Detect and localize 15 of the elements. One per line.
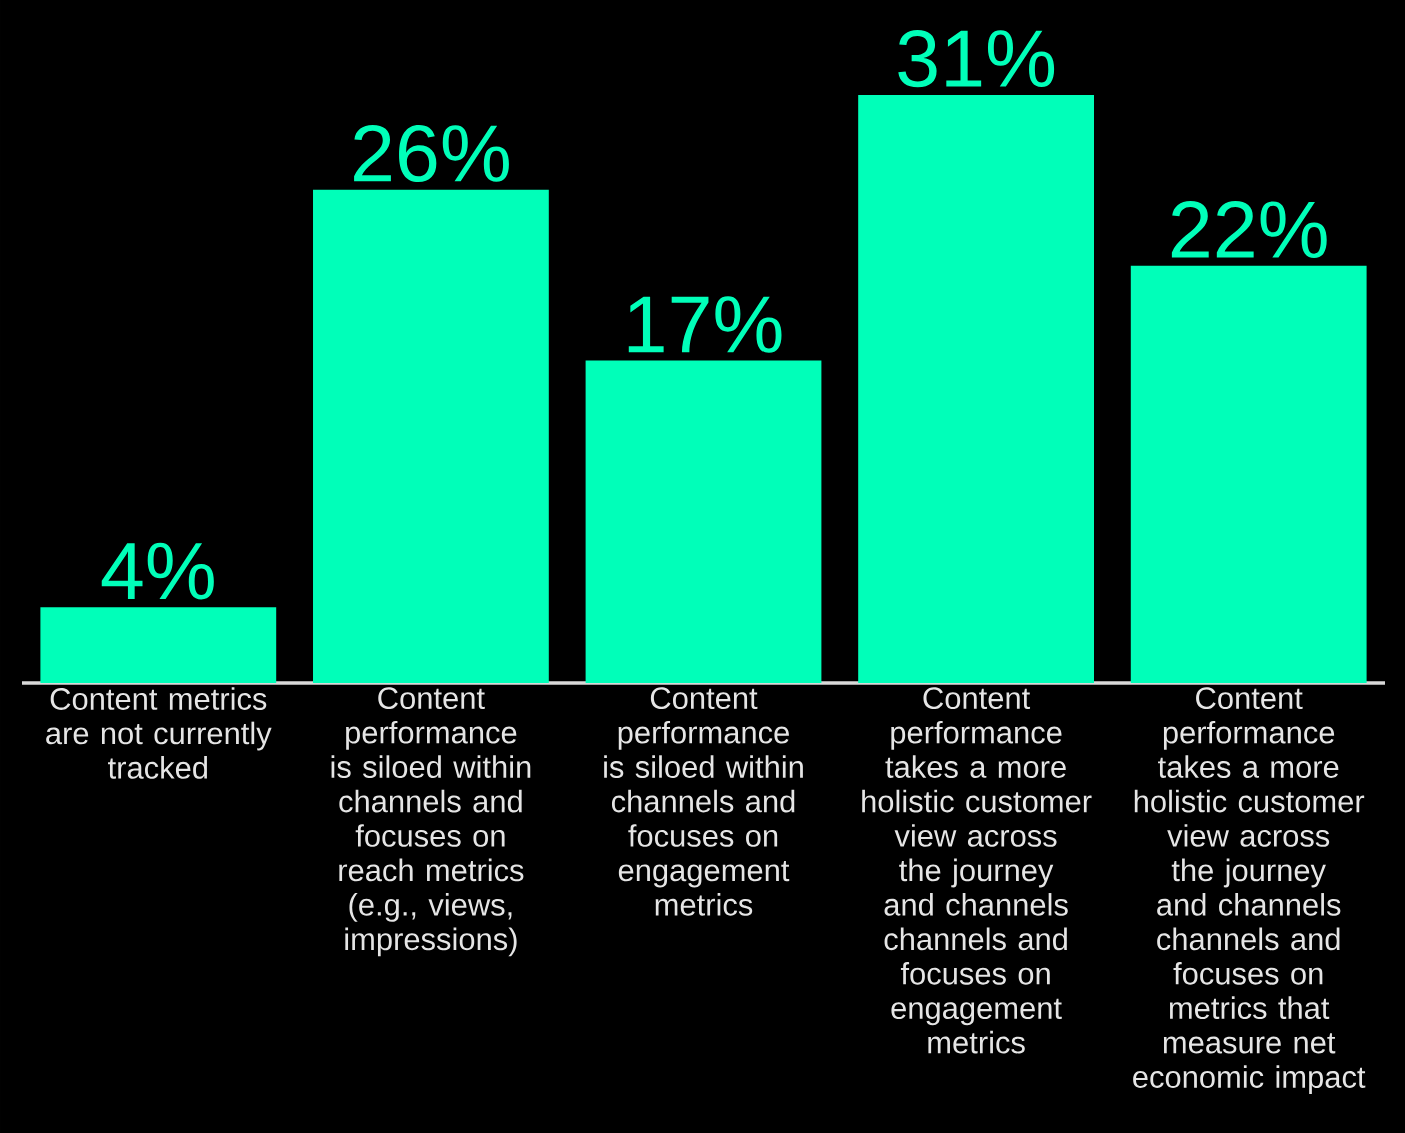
- x-tick-label: Content performance is siloed within channels and focuses on engagement metrics: [604, 687, 803, 916]
- data-label: 22%: [1171, 201, 1327, 259]
- x-tick-label: Content metrics are not currently tracked: [46, 687, 272, 779]
- category-label: Content performance takes a more holistic customer view across the journey and channels channels and focuses on engagement metrics: [862, 687, 1092, 1054]
- bar: [313, 189, 549, 683]
- data-label: 26%: [354, 124, 509, 183]
- bar: [585, 360, 822, 683]
- bar: [858, 95, 1094, 683]
- bar: [1130, 265, 1367, 683]
- category-label: Content performance takes a more holistic customer view across the journey and channels channels and focuses on metrics that measure net economic impact: [1133, 687, 1366, 1095]
- x-tick-label: Content performance is siloed within channels and focuses on reach metrics (e.g., views, impressions): [331, 687, 531, 957]
- data-label: 31%: [898, 30, 1055, 88]
- data-label: 4%: [101, 542, 214, 600]
- bar: [40, 607, 277, 683]
- data-label: 17%: [628, 296, 782, 353]
